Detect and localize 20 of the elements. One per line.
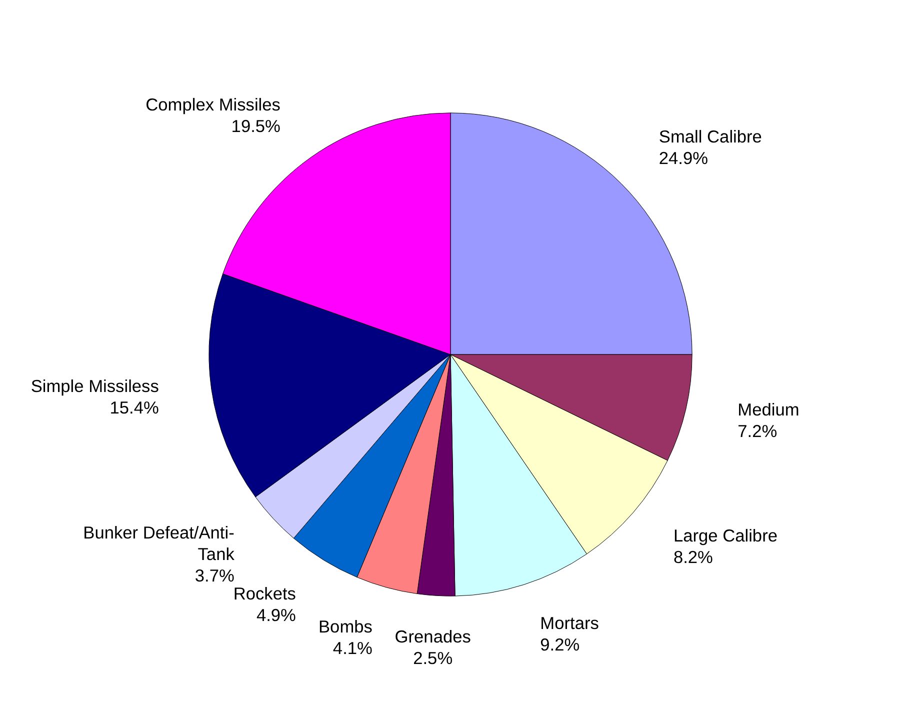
slice-label: Complex Missiles	[146, 94, 281, 114]
data-label: 4.1%	[332, 638, 372, 658]
slice-label: Grenades	[394, 626, 472, 646]
data-label: 15.4%	[110, 398, 159, 418]
data-label: 2.5%	[413, 648, 453, 668]
slice-label: Simple Missiless	[30, 376, 160, 396]
slice-label: Bombs	[318, 616, 373, 636]
slice-label: Small Calibre	[658, 126, 762, 146]
data-label: 8.2%	[673, 546, 713, 567]
slice-label: Bunker Defeat/Anti-Tank	[83, 522, 235, 564]
slice-label: Medium	[738, 400, 800, 420]
data-label: 7.2%	[738, 421, 778, 442]
slice-label: Large Calibre	[673, 525, 778, 546]
data-label: 24.9%	[658, 148, 708, 168]
data-label: 19.5%	[231, 116, 280, 136]
slice-label: Mortars	[540, 612, 600, 633]
data-label: 3.7%	[194, 565, 234, 586]
slice-label: Rockets	[233, 583, 296, 604]
data-label: 4.9%	[256, 604, 296, 625]
data-label: 9.2%	[540, 634, 580, 654]
